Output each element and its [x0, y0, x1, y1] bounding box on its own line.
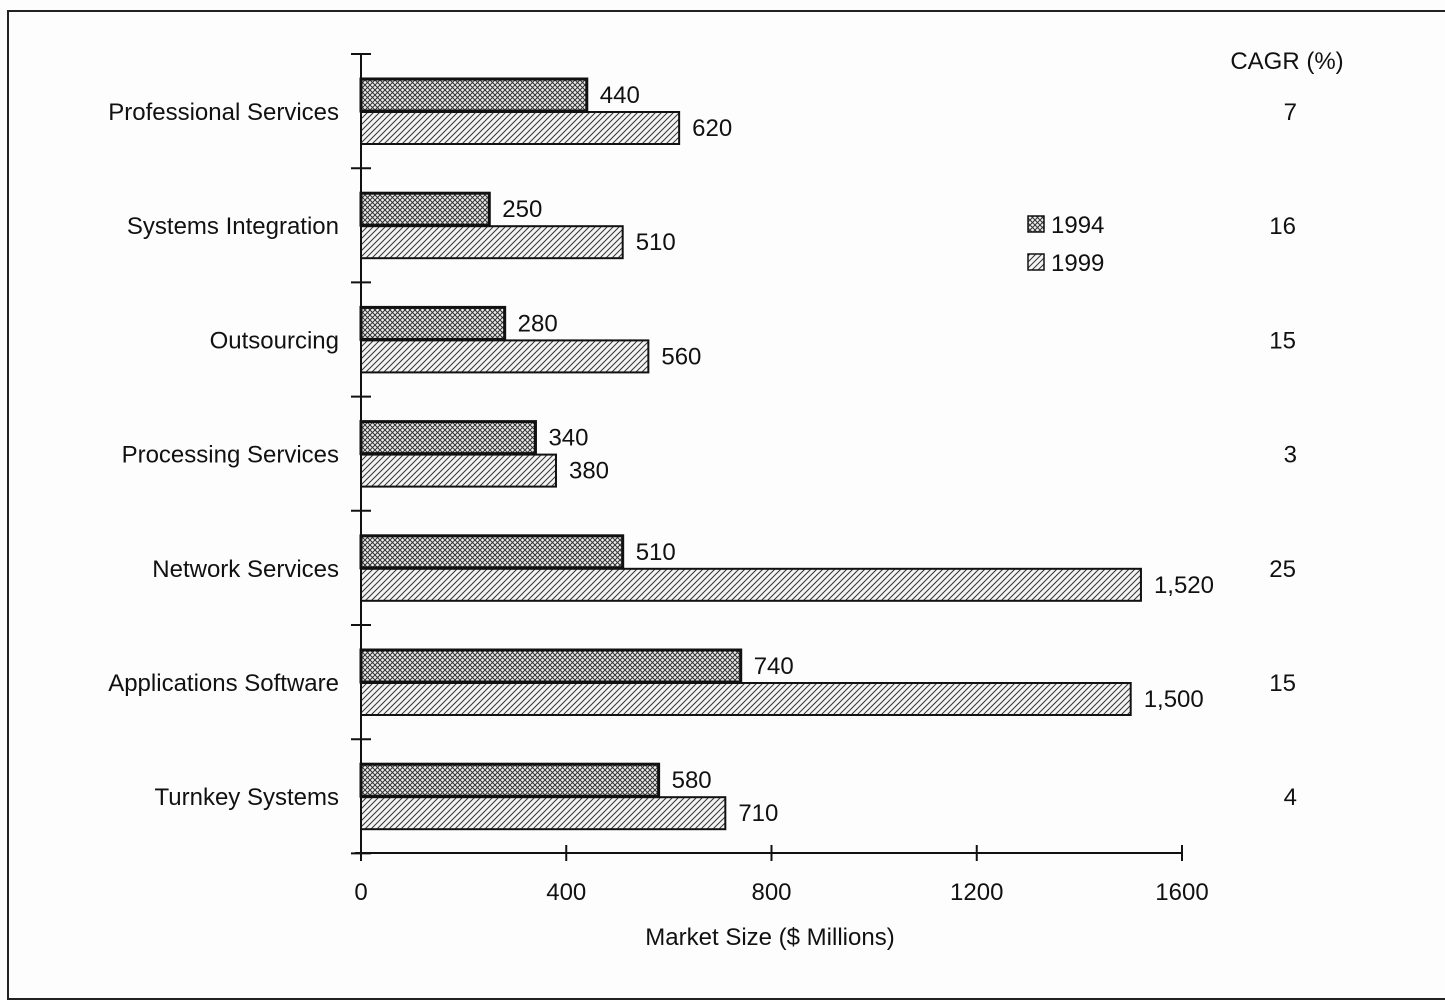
category-labels: Professional Services Systems Integration… [108, 99, 339, 811]
bar-1999-processing-services [360, 453, 557, 488]
legend: 1994 1999 [1027, 212, 1104, 277]
cagr-value: 25 [1269, 556, 1296, 583]
value-label-1994: 510 [636, 539, 676, 566]
cagr-value: 15 [1269, 670, 1296, 697]
value-label-1999: 1,500 [1144, 686, 1204, 713]
value-label-1994: 580 [672, 767, 712, 794]
cagr-column: CAGR (%) 7 16 15 3 25 15 4 [1230, 48, 1343, 811]
cagr-value: 7 [1284, 99, 1297, 126]
value-label-1994: 440 [600, 82, 640, 109]
value-label-1999: 510 [636, 229, 676, 256]
value-label-1994: 740 [754, 653, 794, 680]
bar-1999-applications-software [360, 682, 1132, 716]
cagr-value: 3 [1284, 442, 1297, 469]
bar-1999-network-services [360, 567, 1142, 602]
value-label-1994: 340 [548, 425, 588, 452]
cagr-value: 4 [1284, 784, 1297, 811]
category-label: Systems Integration [127, 213, 339, 240]
cagr-value: 15 [1269, 327, 1296, 354]
value-labels: 440 620 250 510 280 560 340 380 510 1,520 740 1,500… [502, 82, 1214, 827]
value-label-1999: 710 [738, 800, 778, 827]
x-tick-label: 0 [354, 879, 367, 906]
bar-1994-network-services [359, 534, 625, 570]
axes: 0 400 800 1200 1600 [351, 53, 1209, 906]
bar-1999-turnkey-systems [360, 796, 727, 831]
bar-1994-systems-integration [359, 191, 491, 227]
value-label-1999: 380 [569, 458, 609, 485]
legend-label-1999: 1999 [1051, 250, 1104, 277]
x-tick-label: 1200 [950, 879, 1003, 906]
value-label-1999: 560 [661, 343, 701, 370]
value-label-1999: 1,520 [1154, 572, 1214, 599]
category-label: Turnkey Systems [155, 784, 340, 811]
bar-1994-professional-services [359, 77, 589, 113]
legend-swatch-1994 [1027, 215, 1045, 233]
x-tick-label: 1600 [1155, 879, 1208, 906]
cagr-title: CAGR (%) [1230, 48, 1343, 75]
value-label-1994: 250 [502, 196, 542, 223]
legend-swatch-1999 [1027, 253, 1045, 271]
category-label: Outsourcing [210, 327, 339, 354]
legend-label-1994: 1994 [1051, 212, 1104, 239]
bar-1994-processing-services [359, 420, 537, 456]
value-label-1994: 280 [518, 310, 558, 337]
bar-1994-turnkey-systems [359, 762, 661, 798]
bar-1999-professional-services [360, 111, 681, 145]
x-tick-label: 400 [546, 879, 586, 906]
bar-1994-outsourcing [359, 305, 507, 341]
value-label-1999: 620 [692, 115, 732, 142]
bar-1994-applications-software [359, 648, 743, 684]
cagr-value: 16 [1269, 213, 1296, 240]
bars [359, 77, 1142, 831]
bar-1999-systems-integration [360, 225, 624, 260]
bar-1999-outsourcing [360, 339, 650, 374]
x-tick-label: 800 [751, 879, 791, 906]
category-label: Professional Services [108, 99, 339, 126]
category-label: Applications Software [108, 670, 339, 697]
category-label: Network Services [152, 556, 339, 583]
x-axis-title: Market Size ($ Millions) [645, 924, 894, 951]
category-label: Processing Services [122, 442, 339, 469]
